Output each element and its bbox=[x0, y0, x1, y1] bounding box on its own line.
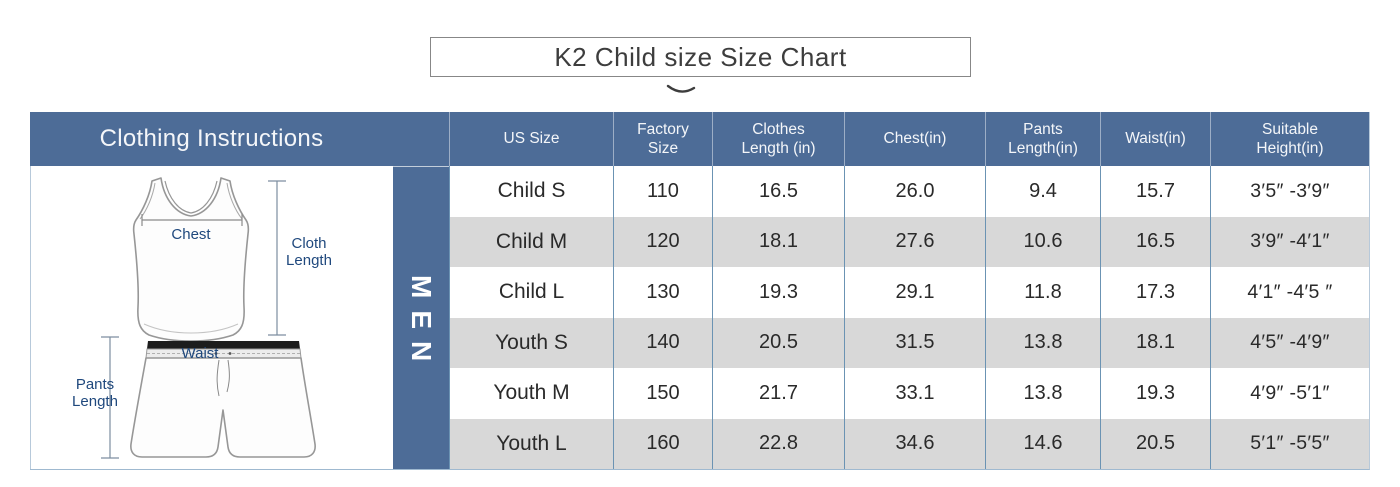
pants-length-label: Pants Length bbox=[72, 376, 118, 410]
table-body: Child S 110 16.5 26.0 9.4 15.7 3′5″ -3′9… bbox=[449, 166, 1369, 469]
table-row: Child L 130 19.3 29.1 11.8 17.3 4′1″ -4′… bbox=[449, 267, 1369, 318]
col-header-factory-size: Factory Size bbox=[613, 112, 712, 166]
col-header-suitable-height: Suitable Height(in) bbox=[1210, 112, 1369, 166]
cell-height: 3′5″ -3′9″ bbox=[1210, 166, 1369, 217]
cell-chest: 33.1 bbox=[844, 368, 985, 419]
cell-us-size: Child S bbox=[449, 166, 613, 217]
chevron-down-icon bbox=[666, 84, 696, 93]
table-row: Child M 120 18.1 27.6 10.6 16.5 3′9″ -4′… bbox=[449, 216, 1369, 267]
table-row: Youth S 140 20.5 31.5 13.8 18.1 4′5″ -4′… bbox=[449, 317, 1369, 368]
cell-waist: 19.3 bbox=[1100, 368, 1210, 419]
cell-us-size: Child L bbox=[449, 267, 613, 318]
cell-pants-length: 11.8 bbox=[985, 267, 1100, 318]
col-header-us-size: US Size bbox=[449, 112, 613, 166]
cell-clothes-length: 22.8 bbox=[712, 418, 844, 469]
cell-height: 4′1″ -4′5 ″ bbox=[1210, 267, 1369, 318]
cell-pants-length: 13.8 bbox=[985, 317, 1100, 368]
clothing-diagram: Chest Cloth Length Waist Pants Length bbox=[30, 166, 393, 469]
cell-height: 3′9″ -4′1″ bbox=[1210, 216, 1369, 267]
cell-waist: 15.7 bbox=[1100, 166, 1210, 217]
cell-us-size: Child M bbox=[449, 216, 613, 267]
table-row: Youth L 160 22.8 34.6 14.6 20.5 5′1″ -5′… bbox=[449, 418, 1369, 469]
clothing-instructions-panel: Chest Cloth Length Waist Pants Length ME… bbox=[30, 166, 449, 469]
cell-pants-length: 10.6 bbox=[985, 216, 1100, 267]
clothing-instructions-header: Clothing Instructions bbox=[99, 125, 324, 152]
table-header-row: Clothing Instructions US Size Factory Si… bbox=[30, 112, 1369, 166]
cell-height: 4′9″ -5′1″ bbox=[1210, 368, 1369, 419]
cell-waist: 17.3 bbox=[1100, 267, 1210, 318]
cell-factory-size: 140 bbox=[613, 317, 712, 368]
men-category-bar: MEN bbox=[393, 166, 449, 469]
cell-clothes-length: 20.5 bbox=[712, 317, 844, 368]
cell-us-size: Youth S bbox=[449, 317, 613, 368]
men-label: MEN bbox=[406, 274, 437, 374]
cell-us-size: Youth L bbox=[449, 418, 613, 469]
cell-waist: 16.5 bbox=[1100, 216, 1210, 267]
cell-factory-size: 160 bbox=[613, 418, 712, 469]
cell-clothes-length: 19.3 bbox=[712, 267, 844, 318]
cloth-length-label: Cloth Length bbox=[286, 235, 332, 269]
cell-clothes-length: 16.5 bbox=[712, 166, 844, 217]
cell-factory-size: 120 bbox=[613, 216, 712, 267]
col-header-waist: Waist(in) bbox=[1100, 112, 1210, 166]
cell-clothes-length: 18.1 bbox=[712, 216, 844, 267]
cell-chest: 26.0 bbox=[844, 166, 985, 217]
cell-waist: 18.1 bbox=[1100, 317, 1210, 368]
page-title: K2 Child size Size Chart bbox=[554, 41, 847, 72]
chest-label: Chest bbox=[171, 226, 211, 243]
cell-clothes-length: 21.7 bbox=[712, 368, 844, 419]
col-header-clothes-length: Clothes Length (in) bbox=[712, 112, 844, 166]
cell-chest: 29.1 bbox=[844, 267, 985, 318]
cell-factory-size: 130 bbox=[613, 267, 712, 318]
col-header-pants-length: Pants Length(in) bbox=[985, 112, 1100, 166]
cell-height: 5′1″ -5′5″ bbox=[1210, 418, 1369, 469]
cell-waist: 20.5 bbox=[1100, 418, 1210, 469]
cell-chest: 31.5 bbox=[844, 317, 985, 368]
col-header-chest: Chest(in) bbox=[844, 112, 985, 166]
cell-pants-length: 14.6 bbox=[985, 418, 1100, 469]
table-row: Child S 110 16.5 26.0 9.4 15.7 3′5″ -3′9… bbox=[449, 166, 1369, 217]
cell-height: 4′5″ -4′9″ bbox=[1210, 317, 1369, 368]
cell-factory-size: 150 bbox=[613, 368, 712, 419]
title-box: K2 Child size Size Chart bbox=[430, 37, 971, 77]
cell-chest: 27.6 bbox=[844, 216, 985, 267]
table-row: Youth M 150 21.7 33.1 13.8 19.3 4′9″ -5′… bbox=[449, 368, 1369, 419]
cell-factory-size: 110 bbox=[613, 166, 712, 217]
cell-pants-length: 9.4 bbox=[985, 166, 1100, 217]
garment-illustration bbox=[101, 177, 316, 459]
cell-pants-length: 13.8 bbox=[985, 368, 1100, 419]
waist-label: Waist bbox=[181, 345, 219, 362]
cell-us-size: Youth M bbox=[449, 368, 613, 419]
size-table: Clothing Instructions US Size Factory Si… bbox=[30, 112, 1370, 470]
cell-chest: 34.6 bbox=[844, 418, 985, 469]
